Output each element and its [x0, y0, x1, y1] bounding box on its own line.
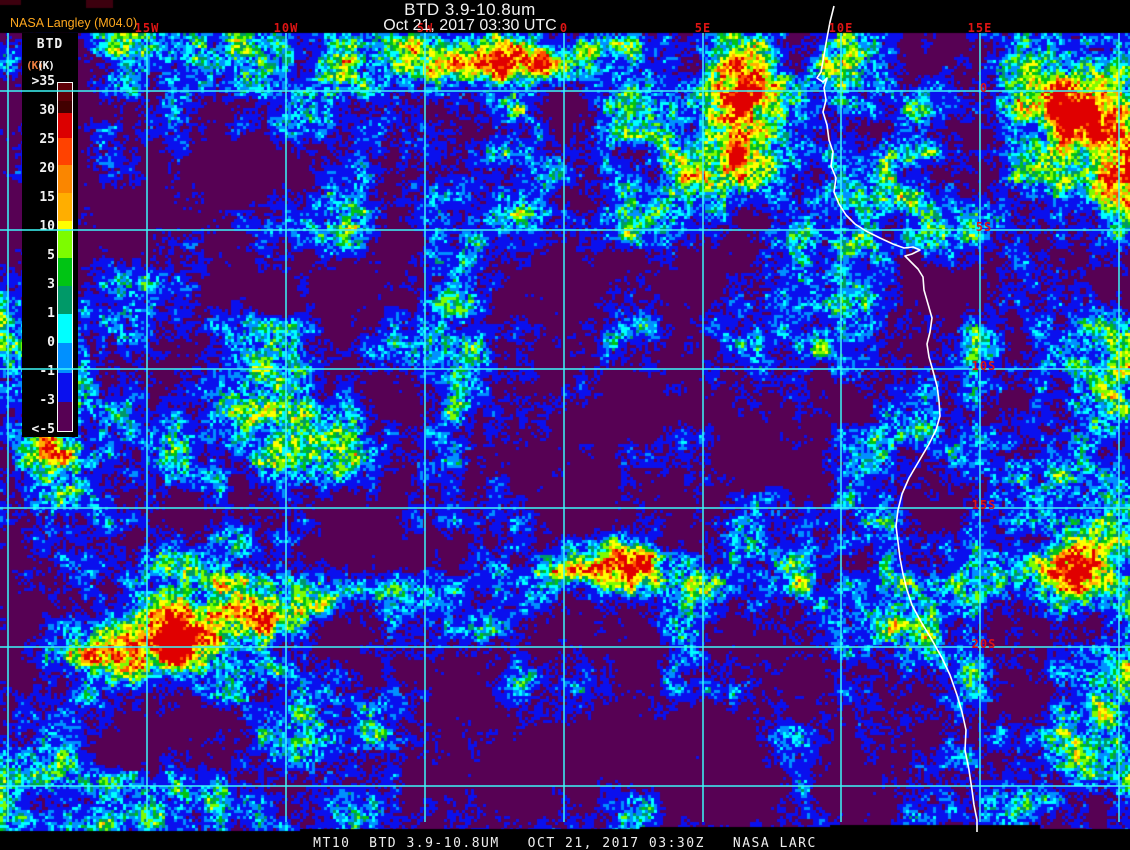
- colorbar-tick->35: >35: [31, 74, 55, 89]
- colorbar-tick-25: 25: [39, 132, 55, 147]
- map-datetime: Oct 21, 2017 03:30 UTC: [383, 17, 557, 34]
- longitude-label-5E: 5E: [694, 21, 712, 35]
- colorbar-band: [58, 286, 72, 314]
- longitude-label-0: 0: [559, 21, 569, 35]
- btd-legend: BTD (K) (K) >35 30 25 20 15 10 5 3 1 0 -1 -3 <-5: [22, 33, 78, 437]
- colorbar-band: [58, 373, 72, 402]
- colorbar-band: [58, 165, 72, 193]
- colorbar-tick-1: 1: [47, 306, 55, 321]
- legend-units-label: (K): [37, 59, 55, 72]
- colorbar-band: [58, 193, 72, 221]
- latitude-label-10S: 10S: [971, 359, 997, 373]
- legend-units: (K) (K): [22, 59, 78, 73]
- latitude-label-15S: 15S: [971, 498, 997, 512]
- colorbar-band: [58, 138, 72, 165]
- colorbar-band: [58, 101, 72, 113]
- legend-units-shadow: (K): [26, 59, 44, 72]
- longitude-label-15E: 15E: [967, 21, 993, 35]
- colorbar-band: [58, 258, 72, 286]
- colorbar-band: [58, 113, 72, 138]
- longitude-label-15W: 15W: [134, 21, 160, 35]
- longitude-label-5W: 5W: [416, 21, 434, 35]
- colorbar-tick-5: 5: [47, 248, 55, 263]
- colorbar-band: [58, 402, 72, 431]
- colorbar-tick-<-5: <-5: [31, 422, 55, 437]
- status-text: MT10 BTD 3.9-10.8UM OCT 21, 2017 03:30Z …: [313, 836, 817, 850]
- colorbar-tick-30: 30: [39, 103, 55, 118]
- colorbar: [57, 82, 73, 432]
- colorbar-tick-10: 10: [39, 219, 55, 234]
- colorbar-band: [58, 221, 72, 230]
- latitude-label-5S: 5S: [975, 220, 993, 234]
- colorbar-tick-0: 0: [47, 335, 55, 350]
- colorbar-band: [58, 314, 72, 343]
- nasa-langley-credit: NASA Langley (M04.0): [10, 16, 138, 30]
- colorbar-tick--1: -1: [39, 364, 55, 379]
- status-bar: MT10 BTD 3.9-10.8UM OCT 21, 2017 03:30Z …: [0, 832, 1130, 850]
- longitude-label-10E: 10E: [828, 21, 854, 35]
- colorbar-tick-3: 3: [47, 277, 55, 292]
- colorbar-tick--3: -3: [39, 393, 55, 408]
- colorbar-band: [58, 83, 72, 101]
- legend-title: BTD: [36, 37, 64, 52]
- colorbar-tick-15: 15: [39, 190, 55, 205]
- map-title: BTD 3.9-10.8um: [404, 0, 536, 19]
- latitude-label-20S: 20S: [971, 637, 997, 651]
- colorbar-band: [58, 343, 72, 373]
- longitude-label-10W: 10W: [273, 21, 299, 35]
- colorbar-tick-20: 20: [39, 161, 55, 176]
- latitude-label-0: 0: [979, 81, 989, 95]
- colorbar-band: [58, 230, 72, 258]
